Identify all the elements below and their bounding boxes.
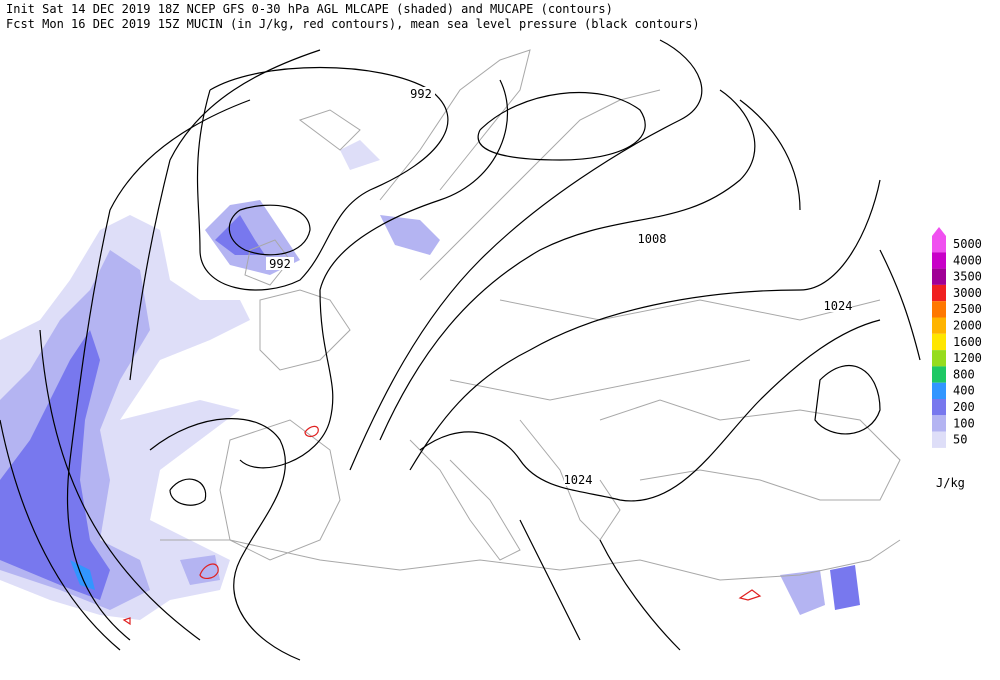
label-bg [564, 473, 592, 486]
legend-label: 50 [953, 433, 967, 447]
legend-swatch [932, 431, 946, 448]
legend-label: 1600 [953, 335, 982, 349]
legend-arrow [932, 227, 946, 236]
legend-label: 4000 [953, 253, 982, 267]
label-bg [407, 87, 435, 100]
legend-swatch [932, 317, 946, 334]
label-bg [824, 299, 852, 312]
legend-swatch [932, 399, 946, 416]
legend-label: 2500 [953, 302, 982, 316]
contour-label: 992 [410, 87, 432, 101]
contour-label: 1008 [638, 232, 667, 246]
legend-swatch [932, 382, 946, 399]
legend-swatch [932, 415, 946, 432]
legend-swatch [932, 350, 946, 367]
legend-label: 100 [953, 416, 975, 430]
mucin-contours [122, 425, 762, 626]
label-bg [638, 232, 666, 245]
legend-swatch [932, 333, 946, 351]
cape-shading [0, 140, 860, 620]
legend-swatch [932, 268, 946, 285]
legend-swatch [932, 252, 946, 269]
contour-label: 1024 [824, 299, 853, 313]
legend-label: 800 [953, 367, 975, 381]
legend-swatch [932, 301, 946, 318]
legend-label: 3000 [953, 286, 982, 300]
legend-label: 2000 [953, 319, 982, 333]
contour-label: 1024 [564, 473, 593, 487]
legend-label: 400 [953, 384, 975, 398]
legend-swatch [932, 366, 946, 383]
label-bg [266, 257, 294, 270]
legend-unit: J/kg [936, 476, 965, 490]
legend-swatch [932, 284, 946, 302]
legend-label: 1200 [953, 351, 982, 365]
isobars [0, 39, 921, 661]
header-line: Fcst Mon 16 DEC 2019 15Z MUCIN (in J/kg,… [6, 17, 700, 31]
coastlines [160, 49, 901, 581]
legend: 5000 4000 3500 3000 2500 2000 1600 1200 800 400 20… [932, 227, 982, 490]
contour-label: 992 [269, 257, 291, 271]
legend-label: 200 [953, 400, 975, 414]
contour-labels: 992 992 1008 1024 1024 [266, 87, 852, 487]
legend-label: 3500 [953, 270, 982, 284]
legend-swatch [932, 236, 946, 253]
legend-label: 5000 [953, 237, 982, 251]
header-line: Init Sat 14 DEC 2019 18Z NCEP GFS 0-30 h… [6, 2, 613, 16]
